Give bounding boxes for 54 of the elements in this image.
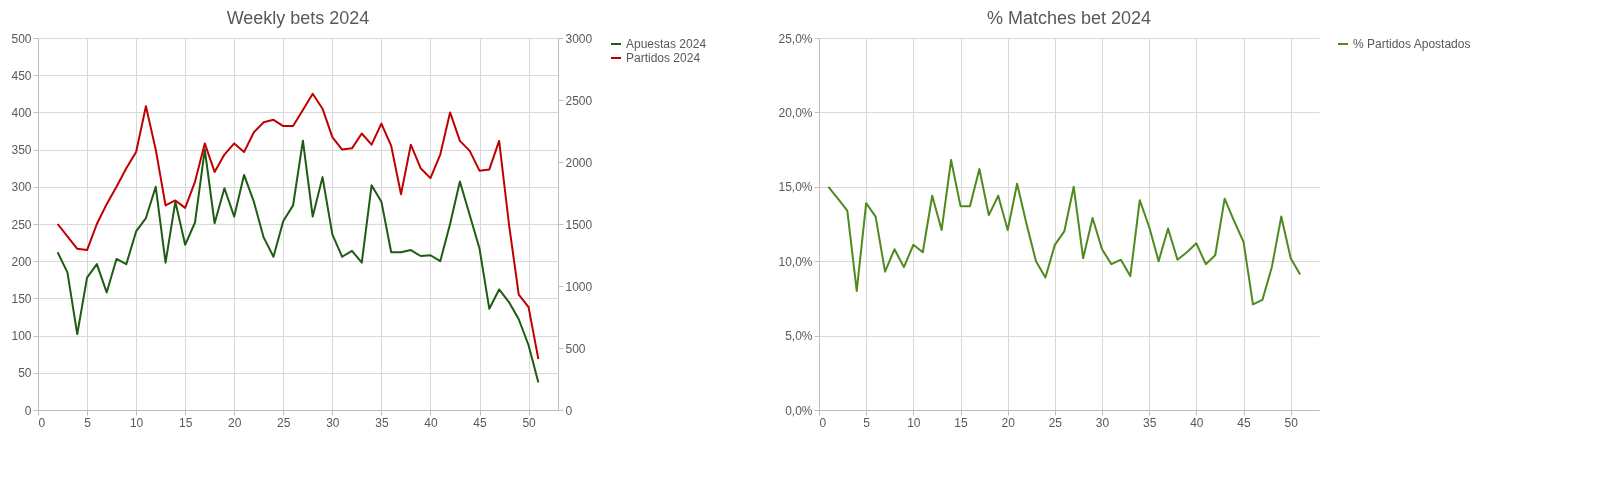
x-tick-label: 5 bbox=[84, 415, 92, 430]
x-tick-label: 50 bbox=[1284, 415, 1299, 430]
y-tick-label: 250 bbox=[11, 217, 32, 232]
y-tick-label: 15,0% bbox=[778, 180, 813, 195]
y-tick-label: 500 bbox=[11, 31, 32, 46]
y-tick-label: 25,0% bbox=[778, 31, 813, 46]
x-tick-label: 25 bbox=[277, 415, 291, 430]
x-tick-label: 40 bbox=[424, 415, 438, 430]
x-tick-label: 20 bbox=[1001, 415, 1016, 430]
line-series bbox=[56, 139, 540, 384]
chart-title: % Matches bet 2024 bbox=[986, 8, 1152, 28]
y-tick-label: 100 bbox=[11, 329, 32, 344]
x-tick-label: 30 bbox=[326, 415, 340, 430]
x-tick-label: 20 bbox=[228, 415, 242, 430]
x-tick-label: 10 bbox=[129, 415, 144, 430]
chart-title: Weekly bets 2024 bbox=[226, 8, 370, 28]
y-tick-label: 300 bbox=[11, 180, 32, 195]
x-tick-label: 45 bbox=[473, 415, 487, 430]
legend-label: Apuestas 2024 bbox=[626, 37, 707, 51]
y-tick-label: 350 bbox=[11, 143, 32, 158]
legend-label: Partidos 2024 bbox=[626, 51, 701, 65]
x-tick-label: 10 bbox=[907, 415, 921, 430]
y-tick-label: 5,0% bbox=[785, 329, 813, 344]
line-series bbox=[56, 92, 540, 361]
y-tick-label: 400 bbox=[11, 105, 32, 120]
x-tick-label: 40 bbox=[1190, 415, 1204, 430]
y-tick-label: 20,0% bbox=[778, 105, 813, 120]
x-tick-label: 45 bbox=[1237, 415, 1252, 430]
x-tick-label: 35 bbox=[375, 415, 389, 430]
legend-label: % Partidos Apostados bbox=[1353, 37, 1471, 51]
x-tick-label: 0 bbox=[819, 415, 827, 430]
x-tick-label: 30 bbox=[1095, 415, 1110, 430]
y2-tick-label: 2000 bbox=[565, 155, 593, 170]
y-tick-label: 0,0% bbox=[785, 403, 813, 418]
x-tick-label: 5 bbox=[863, 415, 871, 430]
y-tick-label: 10,0% bbox=[778, 254, 813, 269]
x-tick-label: 50 bbox=[522, 415, 537, 430]
x-tick-label: 0 bbox=[38, 415, 46, 430]
y2-tick-label: 1000 bbox=[565, 279, 593, 294]
x-tick-label: 15 bbox=[954, 415, 968, 430]
y2-tick-label: 0 bbox=[565, 403, 573, 418]
y-tick-label: 450 bbox=[11, 68, 32, 83]
y-tick-label: 150 bbox=[11, 291, 32, 306]
y-tick-label: 200 bbox=[11, 254, 32, 269]
y2-tick-label: 500 bbox=[565, 341, 586, 356]
y-tick-label: 50 bbox=[18, 366, 32, 381]
line-series bbox=[827, 159, 1302, 306]
x-tick-label: 15 bbox=[178, 415, 193, 430]
y-tick-label: 0 bbox=[24, 403, 32, 418]
x-tick-label: 25 bbox=[1048, 415, 1063, 430]
x-tick-label: 35 bbox=[1143, 415, 1157, 430]
y2-tick-label: 2500 bbox=[565, 93, 593, 108]
y2-tick-label: 1500 bbox=[565, 217, 593, 232]
y2-tick-label: 3000 bbox=[565, 31, 593, 46]
